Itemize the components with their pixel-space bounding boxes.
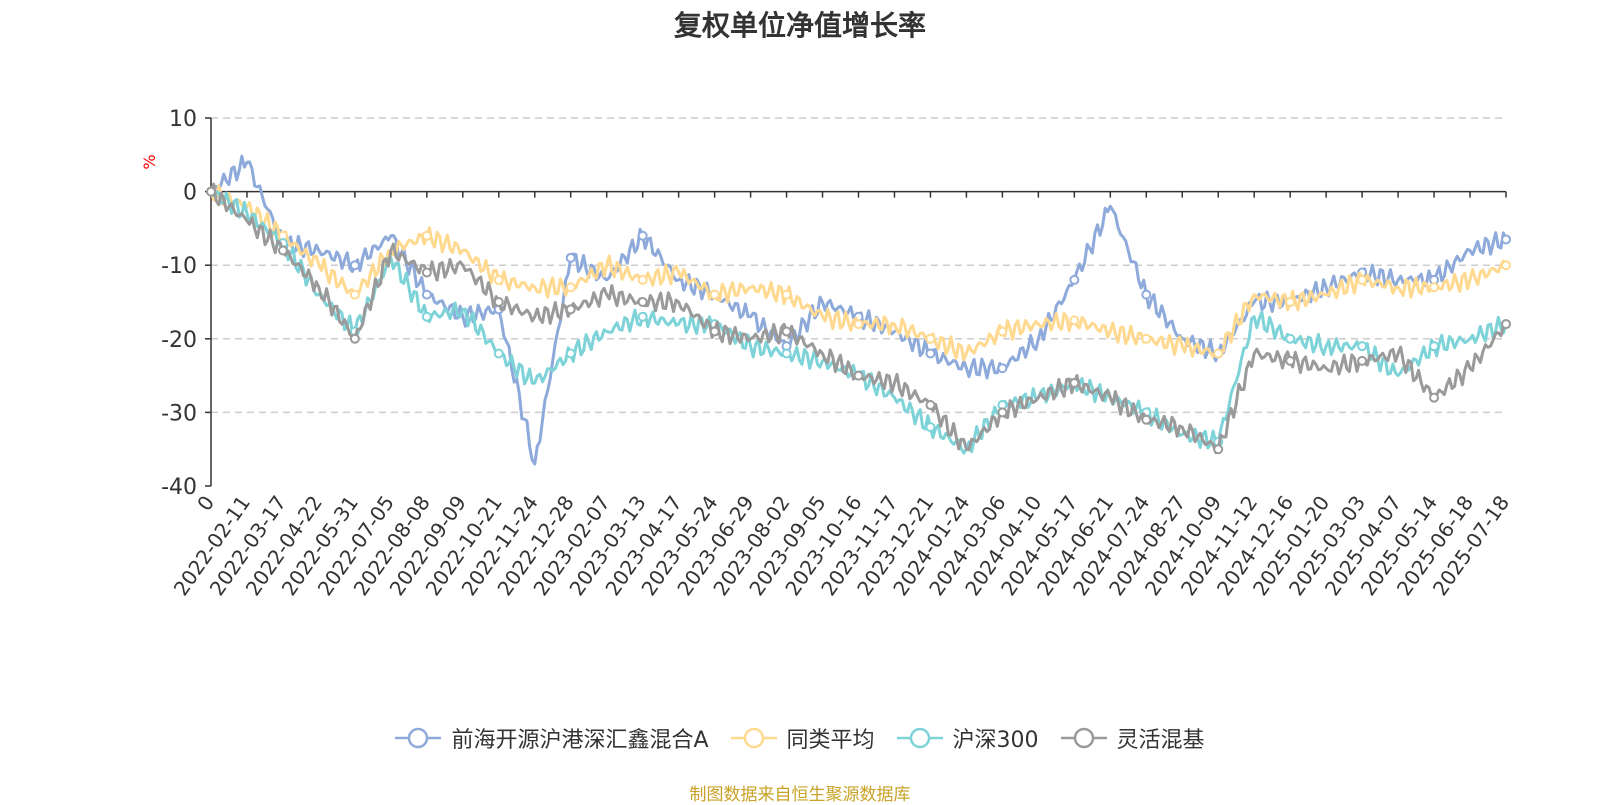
legend-marker-icon	[1060, 727, 1107, 749]
legend-label: 同类平均	[786, 728, 875, 753]
y-tick-label: 10	[169, 107, 197, 132]
legend-marker-icon	[730, 727, 777, 749]
series-point	[637, 274, 648, 285]
series-point	[1141, 289, 1152, 300]
series-point	[349, 333, 360, 344]
series-point	[925, 422, 936, 433]
legend: 前海开源沪港深汇鑫混合A 同类平均 沪深300 灵活混基	[0, 722, 1600, 754]
series-point	[637, 297, 648, 307]
series-point	[1213, 444, 1224, 455]
series-point	[493, 348, 504, 359]
series-point	[493, 297, 504, 307]
series-point	[781, 289, 792, 300]
series-point	[1501, 319, 1511, 330]
legend-item[interactable]: 灵活混基	[1060, 722, 1205, 754]
y-tick-label: -40	[161, 475, 197, 500]
series-point	[1429, 392, 1440, 403]
series-point	[1069, 274, 1080, 285]
series-point	[565, 252, 576, 263]
chart-title: 复权单位净值增长率	[673, 9, 926, 42]
legend-item[interactable]: 同类平均	[730, 722, 875, 754]
series-point	[565, 282, 576, 293]
line-chart: 100-10-20-30-40 02022-02-112022-03-17202…	[140, 107, 1514, 600]
series-point	[781, 326, 792, 337]
series-point	[1357, 274, 1368, 285]
series-point	[1285, 333, 1296, 344]
y-tick-label: -30	[161, 401, 197, 426]
series-point	[1501, 260, 1511, 271]
series-point	[1069, 377, 1080, 388]
series-point	[421, 289, 432, 300]
series-point	[997, 363, 1008, 374]
series-point	[925, 333, 936, 344]
series-point	[206, 186, 216, 197]
series-point	[637, 230, 648, 241]
y-tick-label: -20	[161, 328, 197, 353]
legend-item[interactable]: 前海开源沪港深汇鑫混合A	[395, 722, 709, 754]
series-point	[1357, 341, 1368, 352]
series-point	[853, 319, 864, 330]
series-point	[565, 304, 576, 315]
y-tick-label: 0	[183, 181, 197, 206]
series-point	[1141, 414, 1152, 425]
series-point	[493, 274, 504, 285]
series-point	[637, 311, 648, 322]
series-point	[565, 348, 576, 359]
y-tick-labels: 10 0 -10 -20 -30 -40	[161, 107, 197, 500]
source-text: 制图数据来自恒生聚源数据库	[689, 785, 911, 805]
legend-item[interactable]: 沪深300	[896, 722, 1039, 754]
series-point	[277, 245, 288, 256]
series-point	[925, 348, 936, 359]
series-point	[853, 370, 864, 381]
series-point	[709, 289, 720, 300]
series-point	[349, 289, 360, 300]
series-point	[925, 400, 936, 411]
series-point	[997, 326, 1008, 337]
legend-marker-icon	[395, 727, 442, 749]
series-point	[421, 311, 432, 322]
series-point	[781, 348, 792, 359]
series-point	[709, 326, 720, 337]
series-point	[1141, 333, 1152, 344]
y-axis-label: %	[140, 154, 159, 169]
series-point	[1429, 341, 1440, 352]
series-point	[1285, 355, 1296, 366]
series-point	[1429, 282, 1440, 293]
series-point	[997, 407, 1008, 418]
series-point	[421, 267, 432, 278]
series-point	[1213, 348, 1224, 359]
legend-label: 沪深300	[952, 728, 1039, 753]
series-line	[209, 154, 1508, 466]
y-tick-label: -10	[161, 254, 197, 279]
series-point	[1069, 315, 1080, 326]
series-point	[1501, 234, 1511, 245]
series-lines	[206, 154, 1511, 466]
series-point	[1357, 355, 1368, 366]
legend-label: 前海开源沪港深汇鑫混合A	[451, 728, 709, 753]
series-point	[1285, 297, 1296, 307]
legend-label: 灵活混基	[1116, 728, 1205, 753]
legend-marker-icon	[896, 727, 943, 749]
series-point	[349, 260, 360, 271]
x-tick-label: 0	[192, 491, 219, 515]
series-point	[421, 230, 432, 241]
